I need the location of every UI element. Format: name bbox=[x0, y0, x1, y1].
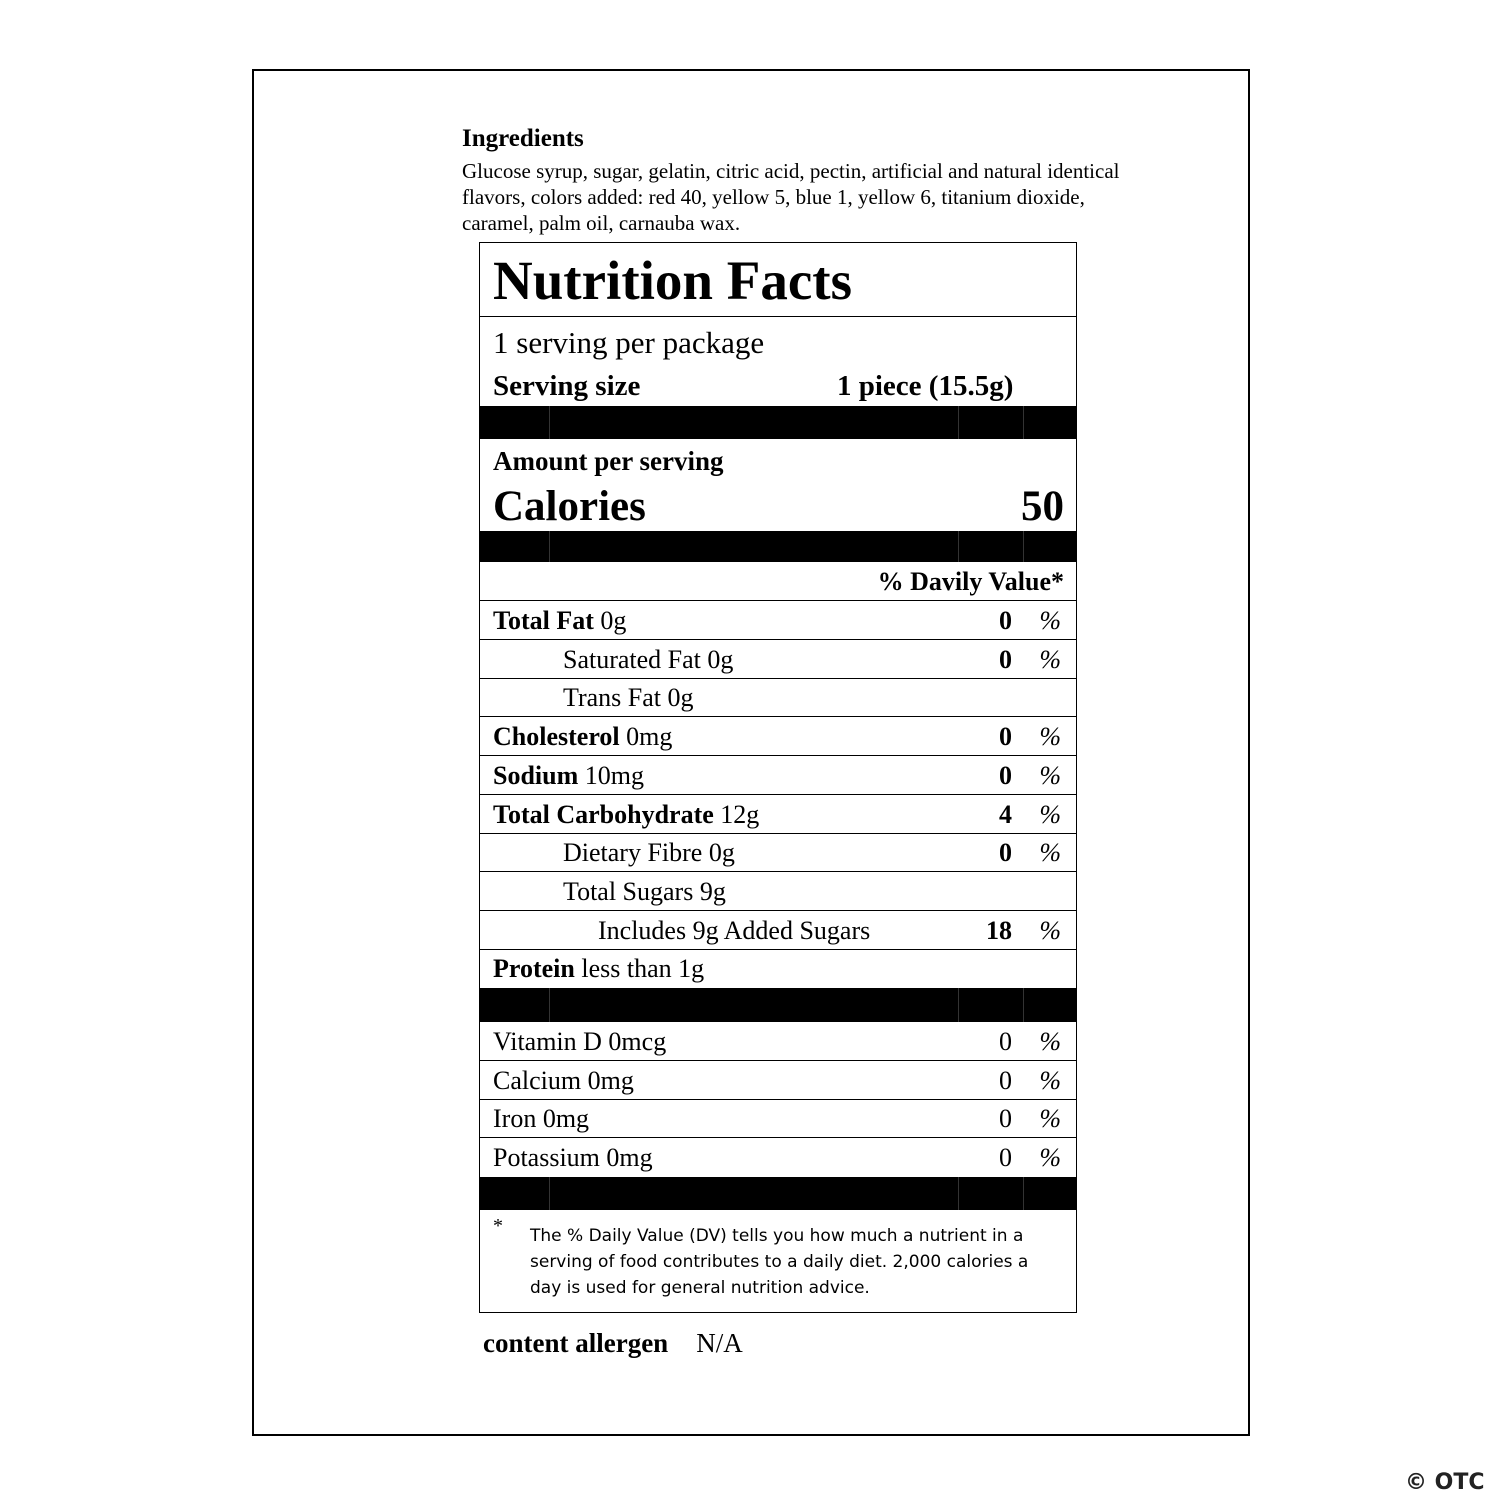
nutrient-row: Total Sugars 9g bbox=[480, 872, 1076, 911]
nutrient-label: Sodium bbox=[493, 760, 579, 790]
nutrient-amount: 0g bbox=[600, 606, 627, 635]
nutrient-amount: less than 1g bbox=[581, 954, 705, 984]
percent-sign: % bbox=[1039, 1143, 1061, 1173]
nutrient-name: Includes 9g Added Sugars bbox=[598, 916, 870, 946]
nutrient-dv: 0 bbox=[999, 606, 1012, 635]
vitamin-name: Iron 0mg bbox=[493, 1104, 590, 1134]
vitamin-dv: 0 bbox=[999, 1065, 1012, 1095]
nutrition-facts-label: Nutrition Facts 1 serving per package Se… bbox=[479, 242, 1077, 1313]
nutrient-dv: 0 bbox=[999, 722, 1012, 752]
page-frame bbox=[252, 69, 1250, 1436]
nutrient-label: Cholesterol bbox=[493, 722, 620, 752]
vitamin-name: Calcium 0mg bbox=[493, 1065, 634, 1095]
thick-divider bbox=[480, 1177, 1076, 1210]
servings-per-package: 1 serving per package bbox=[493, 325, 765, 360]
nutrient-dv: 4 bbox=[999, 799, 1012, 829]
percent-sign: % bbox=[1039, 838, 1061, 868]
amount-per-serving: Amount per serving bbox=[493, 446, 724, 476]
vitamin-dv: 0 bbox=[999, 1027, 1012, 1056]
nutrient-label: Dietary Fibre 0g bbox=[563, 838, 735, 868]
percent-sign: % bbox=[1039, 606, 1061, 635]
label-title: Nutrition Facts bbox=[493, 250, 852, 311]
vitamin-name: Vitamin D 0mcg bbox=[493, 1027, 667, 1056]
nutrient-row: Total Carbohydrate 12g 4% bbox=[480, 795, 1076, 834]
vitamin-name: Potassium 0mg bbox=[493, 1143, 653, 1173]
nutrient-name: Sodium 10mg bbox=[493, 761, 644, 791]
footnote: The % Daily Value (DV) tells you how muc… bbox=[530, 1226, 1029, 1298]
vitamin-row: Iron 0mg 0% bbox=[480, 1099, 1076, 1139]
nutrient-name: Cholesterol 0mg bbox=[493, 722, 672, 752]
nutrient-name: Protein less than 1g bbox=[493, 954, 704, 984]
nutrient-dv: 0 bbox=[999, 644, 1012, 674]
thick-divider bbox=[480, 988, 1076, 1022]
percent-sign: % bbox=[1039, 799, 1061, 829]
nutrient-name: Saturated Fat 0g bbox=[563, 645, 733, 675]
nutrient-row: Saturated Fat 0g 0% bbox=[480, 640, 1076, 679]
vitamin-dv: 0 bbox=[999, 1143, 1012, 1173]
nutrient-label: Total Fat bbox=[493, 606, 594, 635]
percent-sign: % bbox=[1039, 1104, 1061, 1134]
nutrient-label: Trans Fat 0g bbox=[563, 683, 694, 713]
nutrient-dv: 0 bbox=[999, 838, 1012, 868]
allergen-line: content allergen N/A bbox=[483, 1328, 743, 1359]
nutrient-label: Total Carbohydrate bbox=[493, 799, 714, 829]
percent-sign: % bbox=[1039, 644, 1061, 674]
ingredients-title: Ingredients bbox=[462, 125, 584, 152]
label-title-section: Nutrition Facts bbox=[480, 243, 1076, 317]
nutrient-name: Dietary Fibre 0g bbox=[563, 838, 735, 868]
nutrient-label: Total Sugars 9g bbox=[563, 876, 726, 906]
dv-header: % Davily Value* bbox=[877, 567, 1064, 596]
nutrient-amount: 10mg bbox=[584, 760, 644, 790]
thick-divider bbox=[480, 406, 1076, 439]
nutrient-name: Total Fat 0g bbox=[493, 606, 626, 636]
nutrient-label: Protein bbox=[493, 954, 575, 984]
nutrient-row: Total Fat 0g 0% bbox=[480, 601, 1076, 640]
thick-divider bbox=[480, 531, 1076, 562]
nutrient-row: Cholesterol 0mg 0% bbox=[480, 717, 1076, 757]
nutrient-row: Sodium 10mg 0% bbox=[480, 756, 1076, 795]
vitamin-dv: 0 bbox=[999, 1104, 1012, 1134]
ingredients-text: Glucose syrup, sugar, gelatin, citric ac… bbox=[462, 159, 1120, 235]
percent-sign: % bbox=[1039, 1065, 1061, 1095]
percent-sign: % bbox=[1039, 915, 1061, 945]
nutrient-row: Dietary Fibre 0g 0% bbox=[480, 833, 1076, 873]
dv-header-row: % Davily Value* bbox=[480, 562, 1076, 601]
nutrient-row: Trans Fat 0g bbox=[480, 678, 1076, 718]
nutrient-label: Includes 9g Added Sugars bbox=[598, 915, 871, 945]
calories-value: 50 bbox=[1021, 483, 1064, 530]
vitamin-row: Vitamin D 0mcg 0% bbox=[480, 1022, 1076, 1061]
nutrient-amount: 0mg bbox=[626, 722, 673, 752]
nutrient-name: Total Sugars 9g bbox=[563, 877, 726, 907]
calories-label: Calories bbox=[493, 483, 646, 530]
percent-sign: % bbox=[1039, 760, 1061, 790]
percent-sign: % bbox=[1039, 722, 1061, 752]
nutrient-row: Includes 9g Added Sugars 18% bbox=[480, 911, 1076, 950]
nutrient-dv: 0 bbox=[999, 760, 1012, 790]
serving-size-label: Serving size bbox=[493, 370, 641, 402]
nutrient-row: Protein less than 1g bbox=[480, 949, 1076, 987]
nutrient-dv: 18 bbox=[986, 915, 1012, 945]
allergen-label: content allergen bbox=[483, 1328, 669, 1358]
nutrient-name: Total Carbohydrate 12g bbox=[493, 800, 759, 830]
vitamin-row: Calcium 0mg 0% bbox=[480, 1061, 1076, 1100]
percent-sign: % bbox=[1039, 1027, 1061, 1056]
otc-watermark: © OTC bbox=[1405, 1470, 1485, 1495]
allergen-value: N/A bbox=[696, 1328, 743, 1358]
vitamin-row: Potassium 0mg 0% bbox=[480, 1138, 1076, 1176]
serving-size-value: 1 piece (15.5g) bbox=[837, 370, 1014, 402]
nutrient-name: Trans Fat 0g bbox=[563, 683, 694, 713]
nutrient-amount: 12g bbox=[720, 799, 760, 829]
footnote-marker: * bbox=[493, 1215, 503, 1237]
nutrient-label: Saturated Fat 0g bbox=[563, 644, 734, 674]
